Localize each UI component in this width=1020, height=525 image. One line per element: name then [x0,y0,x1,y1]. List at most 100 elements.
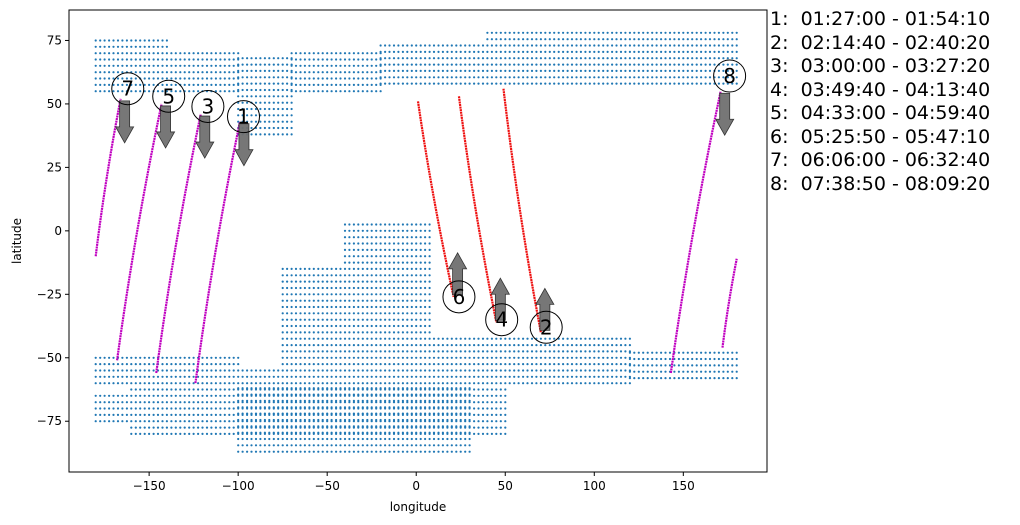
land-grid-point [557,69,560,72]
land-grid-point [326,83,329,86]
land-grid-point [130,363,133,366]
land-grid-point [375,425,378,428]
land-grid-point [366,64,369,67]
land-grid-point [553,350,556,353]
land-grid-point [401,236,404,239]
land-grid-point [330,375,333,378]
track-7: 7 [94,72,145,257]
land-grid-point [566,76,569,79]
land-grid-point [317,71,320,74]
land-grid-point [197,58,200,61]
land-grid-point [490,426,493,429]
land-grid-point [223,375,226,378]
land-grid-point [357,318,360,321]
land-grid-point [397,242,400,245]
land-grid-point [370,399,373,402]
land-grid-point [290,120,293,123]
land-grid-point [130,64,133,67]
land-grid-point [321,363,324,366]
land-grid-point [401,223,404,226]
land-grid-point [223,426,226,429]
land-grid-point [335,312,338,315]
land-grid-point [437,431,440,434]
land-grid-point [326,393,329,396]
land-grid-point [379,286,382,290]
land-grid-point [415,50,418,54]
land-grid-point [570,337,574,340]
land-grid-point [428,248,431,251]
land-grid-point [615,57,618,60]
land-grid-point [548,369,551,372]
land-grid-point [415,57,418,60]
land-grid-point [450,344,453,347]
land-grid-point [651,357,654,361]
land-grid-point [499,57,502,60]
land-grid-point [330,312,333,315]
land-grid-point [165,90,168,93]
land-grid-point [237,76,240,79]
land-grid-point [384,437,387,441]
land-grid-point [339,431,342,434]
land-grid-point [294,444,298,447]
land-grid-point [615,375,618,378]
land-grid-point [214,52,217,55]
land-grid-point [281,431,284,434]
land-grid-point [566,375,569,378]
land-grid-point [557,63,560,66]
land-grid-point [539,356,543,359]
land-grid-point [219,382,222,385]
land-grid-point [148,382,151,385]
land-grid-point [134,83,137,86]
land-grid-point [424,44,427,47]
land-grid-point [299,280,302,283]
land-grid-point [624,375,627,378]
land-grid-point [735,377,738,380]
land-grid-point [375,356,378,359]
land-grid-point [415,375,418,378]
land-grid-point [677,38,681,41]
land-grid-point [139,432,142,435]
land-grid-point [112,39,115,42]
land-grid-point [179,77,182,80]
land-grid-point [281,324,284,328]
land-grid-point [530,375,534,378]
land-grid-point [539,57,543,60]
land-grid-point [606,50,609,54]
land-grid-point [450,387,453,390]
land-grid-point [268,126,271,130]
land-grid-point [366,318,369,321]
legend-entry-5: 5: 04:33:00 - 04:59:40 [770,102,991,124]
land-grid-point [392,267,396,270]
land-grid-point [237,95,240,98]
land-grid-point [477,76,480,79]
land-grid-point [286,267,289,270]
land-grid-point [152,77,155,80]
land-grid-point [170,420,173,423]
land-grid-point [259,399,262,402]
land-grid-point [148,45,151,48]
land-grid-point [660,69,663,72]
land-grid-point [281,69,284,72]
land-grid-point [668,50,672,54]
land-grid-point [152,388,155,391]
land-grid-point [384,305,387,309]
x-axis-label: longitude [390,500,447,514]
land-grid-point [731,82,734,85]
land-grid-point [513,57,516,60]
land-grid-point [486,44,489,47]
land-grid-point [517,369,520,372]
land-grid-point [375,52,378,55]
land-grid-point [428,369,431,372]
land-grid-point [94,420,97,423]
land-grid-point [152,375,155,378]
land-grid-point [312,90,315,93]
land-grid-point [379,236,382,239]
land-grid-point [499,63,502,66]
land-grid-point [294,393,298,396]
land-grid-point [116,90,120,93]
land-grid-point [633,82,636,85]
land-grid-point [205,413,209,416]
land-grid-point [223,90,226,93]
land-grid-point [677,57,681,60]
